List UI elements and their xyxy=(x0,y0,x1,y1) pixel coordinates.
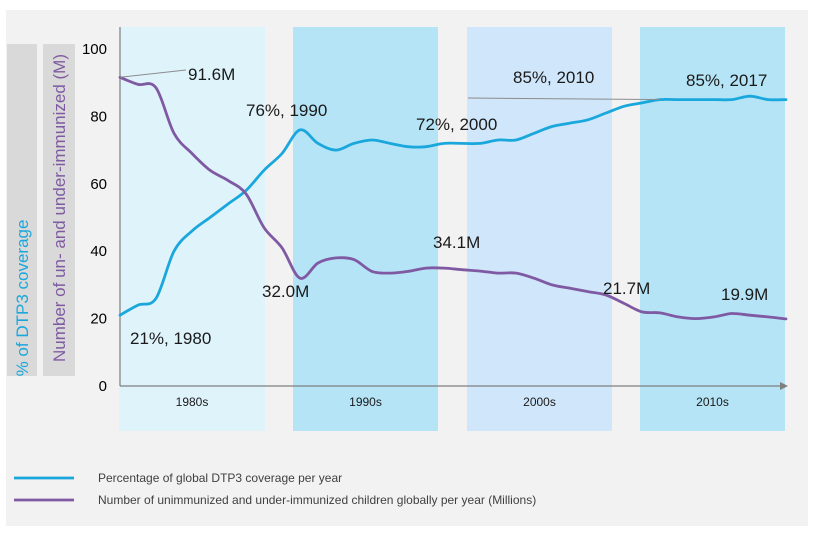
decade-band-1980s xyxy=(119,27,265,431)
y-tick-label: 80 xyxy=(90,108,107,125)
decade-label-1980s: 1980s xyxy=(176,395,209,409)
legend: Percentage of global DTP3 coverage per y… xyxy=(14,471,536,507)
coverage-line xyxy=(118,94,788,317)
y-tick-label: 100 xyxy=(82,41,107,58)
decade-label-2000s: 2000s xyxy=(523,395,556,409)
annotation-leaders xyxy=(119,69,661,101)
chart-panel: % of DTP3 coverage Number of un- and unde… xyxy=(6,10,808,526)
y-tick-labels: 0 20 40 60 80 100 xyxy=(82,41,107,395)
leader-91-6m xyxy=(119,69,187,78)
data-label: 72%, 2000 xyxy=(416,115,497,134)
data-label: 32.0M xyxy=(262,282,309,301)
data-label: 85%, 2017 xyxy=(686,71,767,90)
y-axis-label-primary: % of DTP3 coverage xyxy=(13,220,32,377)
decade-label-1990s: 1990s xyxy=(349,395,382,409)
decade-band-2010s xyxy=(640,27,785,431)
data-label: 85%, 2010 xyxy=(513,68,594,87)
data-label: 76%, 1990 xyxy=(246,101,327,120)
chart-svg: % of DTP3 coverage Number of un- and unde… xyxy=(7,27,788,507)
y-tick-label: 40 xyxy=(90,243,107,260)
data-label: 21%, 1980 xyxy=(130,329,211,348)
decade-band-2000s xyxy=(467,27,612,431)
x-axis-arrow xyxy=(780,382,788,390)
y-tick-label: 20 xyxy=(90,311,107,328)
y-title-box-secondary xyxy=(43,44,75,376)
legend-label: Number of unimmunized and under-immunize… xyxy=(98,493,536,507)
y-axis-titles: % of DTP3 coverage Number of un- and unde… xyxy=(7,44,75,376)
data-label: 34.1M xyxy=(433,233,480,252)
decade-band-1990s xyxy=(293,27,438,431)
data-label: 21.7M xyxy=(603,279,650,298)
axes xyxy=(119,27,788,390)
data-label: 19.9M xyxy=(721,285,768,304)
y-tick-label: 0 xyxy=(99,378,107,395)
decade-labels: 1980s 1990s 2000s 2010s xyxy=(176,395,729,409)
unimmunized-line xyxy=(118,75,788,321)
decade-bands xyxy=(119,27,785,431)
series-lines xyxy=(118,75,788,321)
leader-85-2010 xyxy=(467,97,661,101)
y-title-box-primary xyxy=(7,44,37,376)
decade-label-2010s: 2010s xyxy=(696,395,729,409)
y-axis-label-secondary: Number of un- and under-immunized (M) xyxy=(50,54,69,362)
data-label: 91.6M xyxy=(188,65,235,84)
annotations: 91.6M 76%, 1990 72%, 2000 85%, 2010 85%, 201… xyxy=(130,65,768,348)
legend-label: Percentage of global DTP3 coverage per y… xyxy=(98,471,342,485)
y-tick-label: 60 xyxy=(90,176,107,193)
